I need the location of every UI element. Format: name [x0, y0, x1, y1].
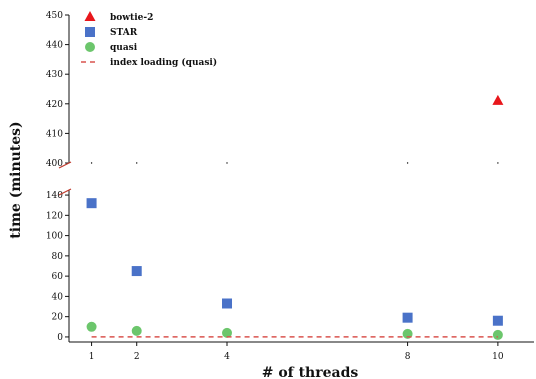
upper-x-dot: [226, 162, 228, 164]
lower-y-tick-label: 140: [46, 191, 63, 201]
star-point: [402, 312, 413, 323]
upper-x-dot: [406, 162, 409, 164]
legend-marker-star: [85, 27, 95, 37]
x-tick-label: 8: [405, 352, 411, 362]
x-tick-label: 2: [134, 352, 140, 362]
star-point: [131, 266, 142, 277]
legend-label-bowtie-2: bowtie-2: [110, 13, 153, 23]
star-point: [222, 298, 233, 309]
axis-break-mark-lower: [58, 188, 72, 196]
upper-y-tick-label: 410: [46, 129, 63, 139]
y-axis-title: time (minutes): [8, 121, 24, 238]
legend-label-star: STAR: [110, 28, 138, 38]
star-point: [492, 315, 503, 326]
upper-x-dot: [497, 162, 499, 164]
star-point: [86, 198, 97, 209]
upper-y-tick-label: 400: [46, 159, 63, 169]
legend-marker-bowtie-2: [84, 11, 96, 21]
lower-y-tick-label: 60: [52, 272, 64, 282]
lower-y-tick-label: 120: [46, 211, 63, 221]
upper-y-tick-label: 430: [46, 70, 63, 80]
legend-label-quasi: quasi: [110, 43, 138, 53]
x-tick-label: 4: [224, 352, 230, 362]
quasi-point: [131, 325, 142, 336]
upper-x-dot: [90, 162, 93, 164]
lower-y-tick-label: 100: [46, 232, 63, 242]
lower-y-tick-label: 20: [52, 313, 64, 323]
x-tick-label: 1: [89, 352, 95, 362]
lower-y-tick-label: 80: [52, 252, 64, 262]
upper-x-dot: [136, 162, 138, 164]
upper-y-tick-label: 440: [46, 41, 63, 51]
lower-panel: 0 20 40 60 80 100 120 140 1 2 4 8 10: [46, 188, 534, 362]
lower-y-tick-label: 0: [57, 333, 63, 343]
bowtie2-point: [492, 94, 504, 105]
lower-y-tick-label: 40: [52, 292, 64, 302]
quasi-point: [492, 329, 503, 340]
upper-y-tick-label: 420: [46, 100, 63, 110]
upper-panel: 400 410 420 430 440 450: [46, 11, 499, 169]
legend-marker-quasi: [85, 42, 95, 52]
legend-label-index-loading-quasi: index loading (quasi): [110, 57, 217, 68]
series-layer: [86, 94, 504, 340]
legend: bowtie-2 STAR quasi index loading (quasi): [81, 11, 217, 68]
quasi-point: [86, 321, 97, 332]
x-axis-title: # of threads: [262, 365, 359, 379]
quasi-point: [222, 327, 233, 338]
upper-y-tick-label: 450: [46, 11, 63, 21]
axis-break-mark-upper: [58, 161, 72, 169]
x-tick-label: 10: [492, 352, 504, 362]
